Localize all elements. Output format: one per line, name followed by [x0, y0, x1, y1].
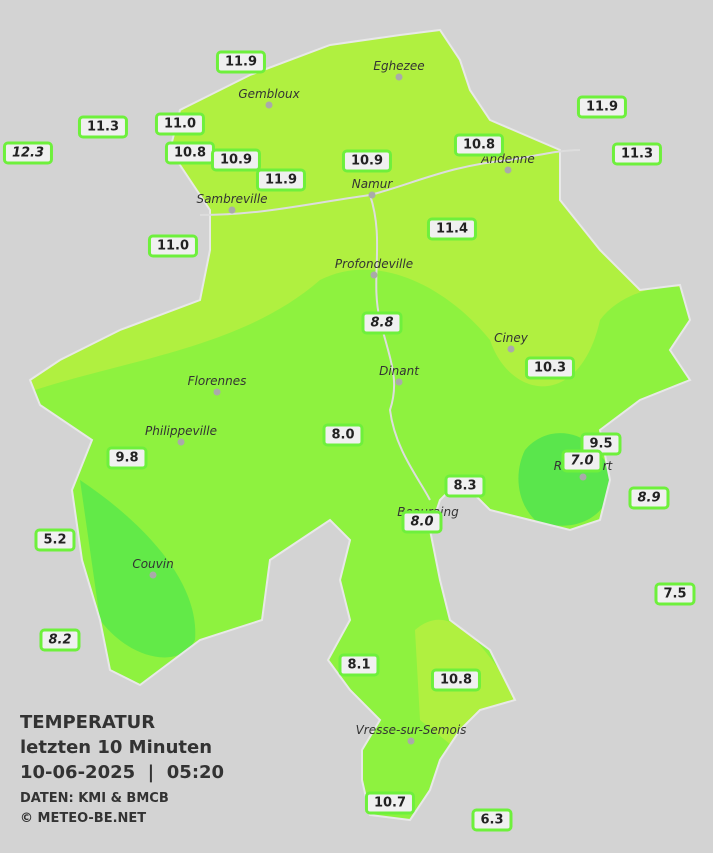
town-label: Ciney — [494, 331, 528, 345]
station-value: 8.2 — [39, 628, 81, 652]
station-value: 7.0 — [561, 449, 603, 473]
legend-subtitle: letzten 10 Minuten — [20, 737, 213, 758]
station-value: 11.3 — [611, 142, 663, 166]
station-value: 11.9 — [255, 168, 307, 192]
town-label: Eghezee — [373, 59, 425, 73]
town-label: Philippeville — [145, 424, 217, 438]
town-dot — [228, 206, 236, 214]
station-value: 6.3 — [471, 808, 513, 832]
town-dot — [370, 271, 378, 279]
town-dot — [265, 101, 273, 109]
station-value: 11.0 — [154, 112, 206, 136]
station-value: 8.0 — [322, 423, 364, 447]
station-value: 11.0 — [147, 234, 199, 258]
town-dot — [507, 345, 515, 353]
town-dot — [149, 571, 157, 579]
town-label: Namur — [351, 177, 393, 191]
town-label: Sambreville — [196, 192, 268, 206]
station-value: 10.3 — [524, 356, 576, 380]
station-value: 8.3 — [444, 474, 486, 498]
station-value: 10.7 — [364, 791, 416, 815]
station-value: 11.9 — [215, 50, 267, 74]
station-value: 10.8 — [430, 668, 482, 692]
legend-source: DATEN: KMI & BMCB — [20, 791, 169, 806]
legend-copyright: © METEO-BE.NET — [20, 811, 147, 826]
station-value: 7.5 — [654, 582, 696, 606]
town-dot — [395, 73, 403, 81]
town-label: Profondeville — [334, 257, 414, 271]
station-value: 12.3 — [2, 141, 54, 165]
station-value: 11.9 — [576, 95, 628, 119]
legend-datetime: 10-06-2025 | 05:20 — [20, 762, 225, 783]
river — [199, 149, 581, 216]
town-dot — [407, 737, 415, 745]
station-value: 5.2 — [34, 528, 76, 552]
station-value: 8.9 — [628, 486, 670, 510]
town-dot — [504, 166, 512, 174]
zone-cool — [80, 480, 196, 658]
station-value: 10.9 — [341, 149, 393, 173]
station-value: 8.8 — [361, 311, 403, 335]
station-value: 11.4 — [426, 217, 478, 241]
town-dot — [368, 191, 376, 199]
town-label: Florennes — [187, 374, 247, 388]
station-value: 11.3 — [77, 115, 129, 139]
station-value: 10.9 — [210, 148, 262, 172]
station-value: 9.8 — [106, 446, 148, 470]
town-label: Couvin — [132, 557, 174, 571]
station-value: 10.8 — [164, 141, 216, 165]
town-label: Dinant — [379, 364, 419, 378]
station-value: 8.1 — [338, 653, 380, 677]
town-label: Vresse-sur-Semois — [355, 723, 467, 737]
station-value: 8.0 — [401, 510, 443, 534]
legend-title: TEMPERATUR — [20, 712, 156, 733]
town-dot — [177, 438, 185, 446]
town-dot — [395, 378, 403, 386]
station-value: 10.8 — [453, 133, 505, 157]
town-dot — [213, 388, 221, 396]
river — [369, 194, 431, 501]
town-label: Gembloux — [238, 87, 300, 101]
town-dot — [579, 473, 587, 481]
